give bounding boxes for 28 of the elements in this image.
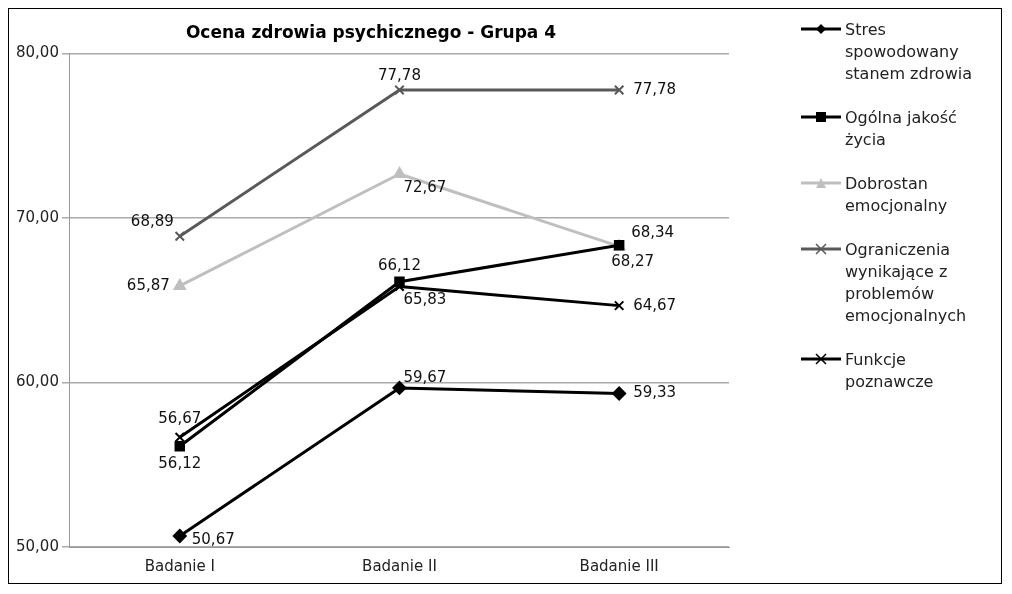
x-tick-label: Badanie III xyxy=(579,556,659,575)
data-label: 50,67 xyxy=(191,529,235,548)
data-label: 77,78 xyxy=(377,65,421,84)
legend-label: Dobrostan emocjonalny xyxy=(845,173,949,217)
data-label: 64,67 xyxy=(633,295,677,314)
y-tick-label: 50,00 xyxy=(15,536,59,555)
data-label: 68,34 xyxy=(631,223,675,242)
data-label: 68,27 xyxy=(611,252,655,271)
data-label: 59,33 xyxy=(633,383,677,402)
y-tick-label: 70,00 xyxy=(15,207,59,226)
y-tick-label: 60,00 xyxy=(15,372,59,391)
legend-label: Ograniczenia wynikające z problemów emocjonalnych xyxy=(845,239,968,327)
x-tick-label: Badanie II xyxy=(362,556,437,575)
x-tick-label: Badanie I xyxy=(144,556,215,575)
chart-title: Ocena zdrowia psychicznego - Grupa 4 xyxy=(185,21,557,42)
data-label: 77,78 xyxy=(633,79,677,98)
data-label: 72,67 xyxy=(403,177,447,196)
legend-label: Funkcje poznawcze xyxy=(845,349,935,393)
data-label: 56,67 xyxy=(158,409,202,428)
data-label: 59,67 xyxy=(403,367,447,386)
data-label: 56,12 xyxy=(158,454,202,473)
legend-label: Ogólna jakość życia xyxy=(845,107,958,151)
data-label: 68,89 xyxy=(130,212,174,231)
y-tick-label: 80,00 xyxy=(15,43,59,62)
data-label: 65,83 xyxy=(403,290,447,309)
data-label: 66,12 xyxy=(377,255,421,274)
data-label: 65,87 xyxy=(126,275,170,294)
legend-label: Stres spowodowany stanem zdrowia xyxy=(845,19,973,85)
